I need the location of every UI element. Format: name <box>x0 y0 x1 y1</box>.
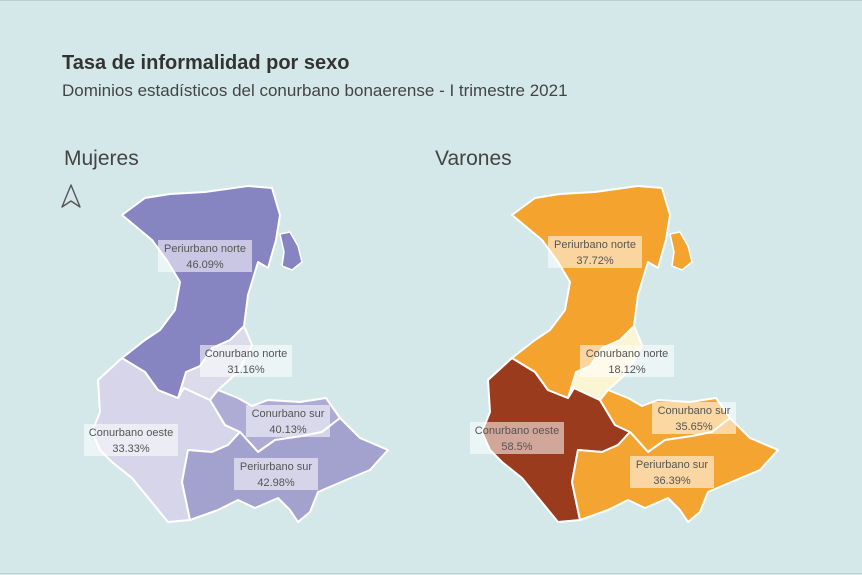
bottom-border <box>0 573 862 574</box>
region-mujeres-periurbano-norte-island <box>279 231 303 271</box>
region-varones-periurbano-norte-island <box>669 231 693 271</box>
north-arrow-icon <box>61 184 81 208</box>
region-name: Conurbano norte <box>205 348 288 360</box>
label-box <box>84 424 178 456</box>
top-border <box>0 0 862 1</box>
label-mujeres-conurbano-sur: Conurbano sur 40.13% <box>246 405 330 437</box>
chart-subtitle: Dominios estadísticos del conurbano bona… <box>62 81 568 100</box>
region-name: Conurbano norte <box>586 348 669 360</box>
region-name: Periurbano sur <box>240 461 312 473</box>
label-varones-periurbano-sur: Periurbano sur 36.39% <box>630 456 714 488</box>
region-name: Periurbano norte <box>164 243 246 255</box>
label-box <box>580 345 674 377</box>
label-box <box>548 236 642 268</box>
region-name: Conurbano sur <box>658 405 731 417</box>
label-box <box>652 402 736 434</box>
label-mujeres-conurbano-norte: Conurbano norte 31.16% <box>200 345 292 377</box>
label-box <box>470 422 564 454</box>
region-value: 36.39% <box>653 475 691 487</box>
region-value: 58.5% <box>501 441 532 453</box>
region-value: 42.98% <box>257 477 295 489</box>
region-name: Periurbano sur <box>636 459 708 471</box>
label-box <box>158 240 252 272</box>
label-varones-conurbano-sur: Conurbano sur 35.65% <box>652 402 736 434</box>
panel-title-varones: Varones <box>435 147 512 170</box>
chart-title: Tasa de informalidad por sexo <box>62 52 350 74</box>
panel-title-mujeres: Mujeres <box>64 147 139 170</box>
region-name: Conurbano sur <box>252 408 325 420</box>
label-mujeres-conurbano-oeste: Conurbano oeste 33.33% <box>84 424 178 456</box>
region-value: 40.13% <box>269 424 307 436</box>
label-mujeres-periurbano-sur: Periurbano sur 42.98% <box>234 458 318 490</box>
region-name: Periurbano norte <box>554 239 636 251</box>
label-varones-periurbano-norte: Periurbano norte 37.72% <box>548 236 642 268</box>
region-value: 35.65% <box>675 421 713 433</box>
labels-mujeres: Periurbano norte 46.09% Conurbano norte … <box>84 240 330 490</box>
region-value: 18.12% <box>608 364 646 376</box>
label-varones-conurbano-oeste: Conurbano oeste 58.5% <box>470 422 564 454</box>
region-value: 31.16% <box>227 364 265 376</box>
label-box <box>234 458 318 490</box>
label-varones-conurbano-norte: Conurbano norte 18.12% <box>580 345 674 377</box>
label-mujeres-periurbano-norte: Periurbano norte 46.09% <box>158 240 252 272</box>
region-name: Conurbano oeste <box>475 425 559 437</box>
labels-varones: Periurbano norte 37.72% Conurbano norte … <box>470 236 736 488</box>
region-value: 46.09% <box>186 259 224 271</box>
region-name: Conurbano oeste <box>89 427 173 439</box>
region-value: 33.33% <box>112 443 150 455</box>
label-box <box>246 405 330 437</box>
label-box <box>200 345 292 377</box>
region-value: 37.72% <box>576 255 614 267</box>
label-box <box>630 456 714 488</box>
